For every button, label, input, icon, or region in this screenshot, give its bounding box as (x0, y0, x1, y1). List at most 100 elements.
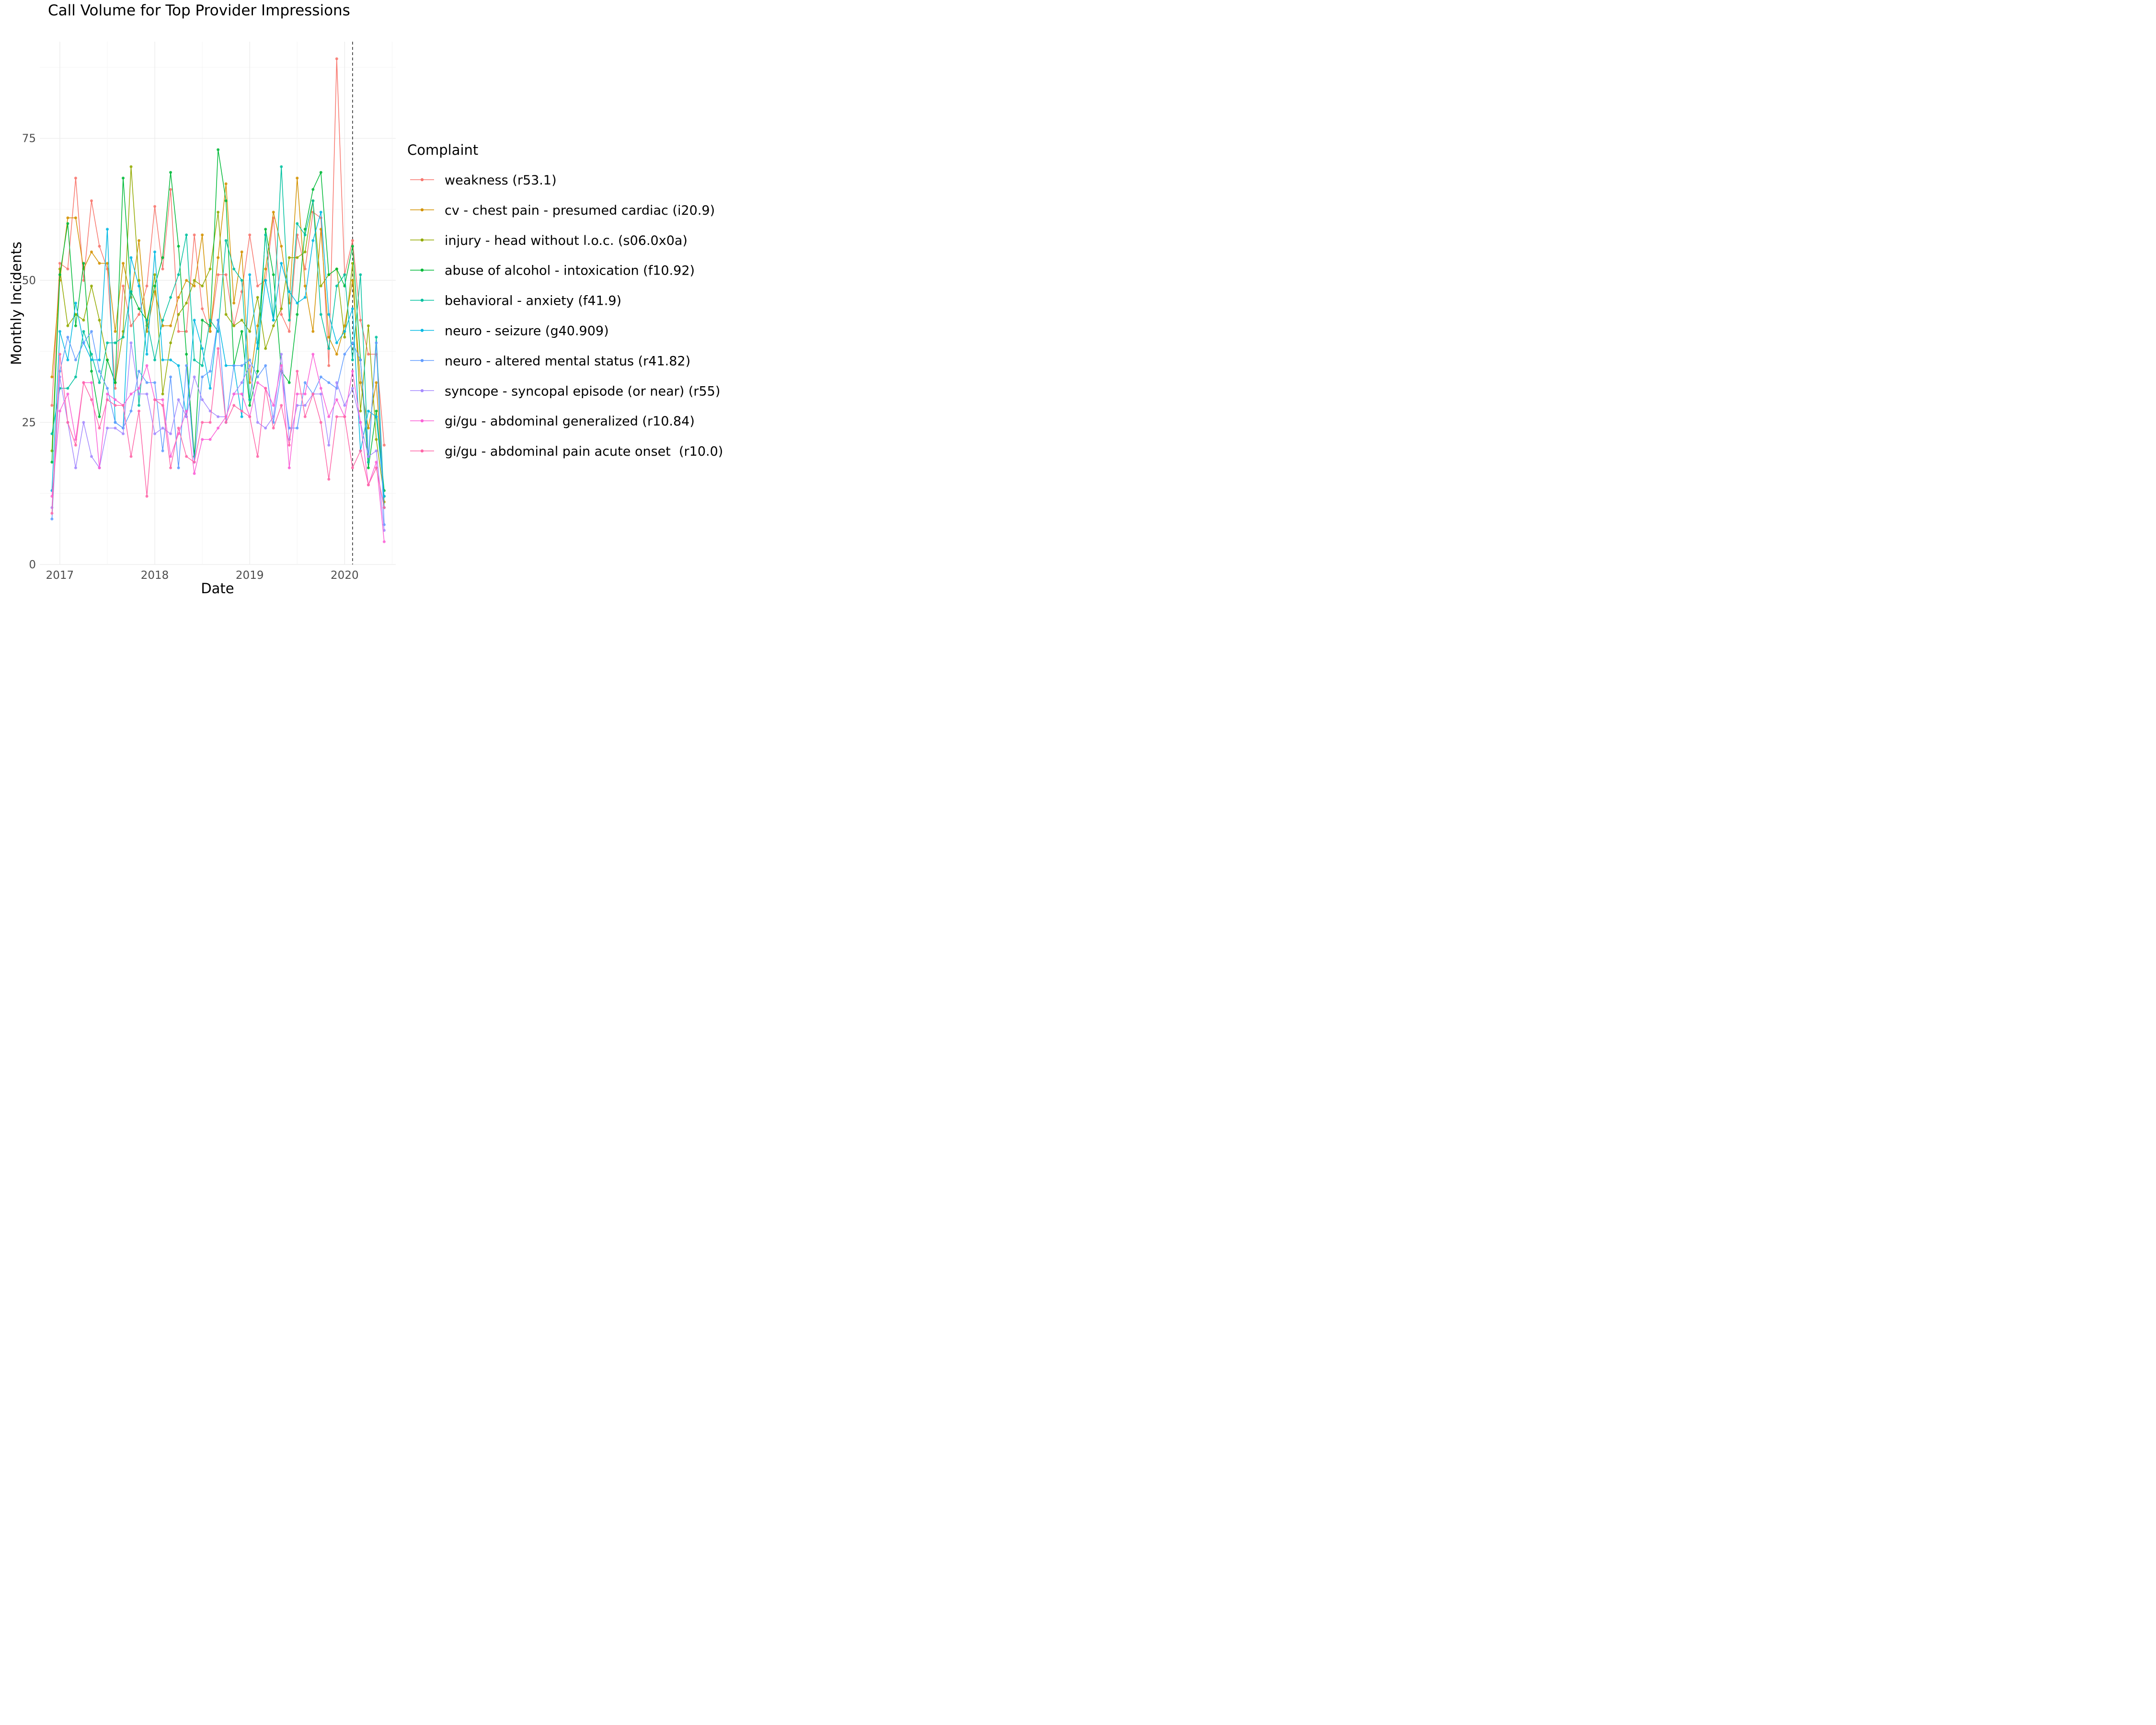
data-point (367, 353, 370, 356)
series-line (51, 348, 385, 514)
legend-label: weakness (r53.1) (445, 173, 557, 188)
x-tick-label: 2017 (46, 569, 74, 582)
data-point (272, 324, 275, 327)
data-point (161, 358, 164, 362)
data-point (272, 403, 275, 407)
data-point (264, 387, 267, 390)
data-point (193, 375, 196, 379)
data-point (311, 353, 315, 356)
data-point (58, 273, 61, 276)
data-point (58, 353, 61, 356)
series-2 (50, 176, 386, 504)
data-point (114, 330, 117, 333)
data-point (280, 364, 283, 367)
data-point (58, 262, 61, 265)
data-point (335, 284, 338, 288)
data-point (129, 409, 133, 413)
data-point (303, 381, 307, 384)
data-point (217, 347, 220, 350)
data-point (129, 455, 133, 458)
data-point (161, 449, 164, 452)
data-point (287, 466, 291, 470)
data-point (256, 381, 259, 384)
data-point (335, 353, 338, 356)
data-point (66, 335, 69, 339)
data-point (145, 319, 149, 322)
data-point (50, 518, 54, 521)
data-point (185, 409, 188, 413)
data-point (177, 273, 180, 276)
data-point (74, 216, 77, 219)
data-point (217, 319, 220, 322)
data-point (58, 409, 61, 413)
data-point (185, 330, 188, 333)
data-point (248, 273, 252, 276)
data-point (351, 262, 354, 265)
data-point (217, 415, 220, 418)
data-point (327, 478, 331, 481)
legend-key-point (420, 208, 424, 212)
data-point (287, 290, 291, 293)
data-point (335, 381, 338, 384)
x-tick-label: 2018 (141, 569, 169, 582)
data-point (161, 398, 164, 402)
data-point (375, 438, 378, 441)
legend-label: neuro - seizure (g40.909) (445, 324, 609, 339)
data-point (248, 415, 252, 418)
data-point (375, 381, 378, 384)
data-point (129, 341, 133, 345)
data-point (256, 369, 259, 373)
data-point (201, 421, 204, 424)
data-point (208, 421, 212, 424)
data-point (224, 273, 228, 276)
data-point (208, 387, 212, 390)
data-point (303, 415, 307, 418)
data-point (50, 512, 54, 515)
data-point (232, 403, 236, 407)
data-point (303, 403, 307, 407)
data-point (319, 210, 322, 214)
data-point (256, 347, 259, 350)
data-point (106, 398, 109, 402)
data-point (280, 244, 283, 248)
legend-key-point (420, 389, 424, 392)
data-point (74, 443, 77, 447)
data-point (114, 387, 117, 390)
legend-label: gi/gu - abdominal generalized (r10.84) (445, 414, 695, 429)
data-point (201, 233, 204, 237)
data-point (367, 324, 370, 327)
data-point (248, 358, 252, 362)
data-point (98, 381, 101, 384)
data-point (256, 421, 259, 424)
data-point (367, 409, 370, 413)
data-point (90, 455, 93, 458)
data-point (177, 313, 180, 316)
data-point (351, 341, 354, 345)
data-point (106, 426, 109, 430)
data-point (303, 284, 307, 288)
data-point (193, 358, 196, 362)
data-point (161, 403, 164, 407)
data-point (359, 273, 362, 276)
data-point (122, 426, 125, 430)
data-point (201, 375, 204, 379)
data-point (169, 324, 172, 327)
data-point (138, 392, 141, 396)
legend-key-point (420, 419, 424, 423)
legend-label: injury - head without l.o.c. (s06.0x0a) (445, 233, 688, 248)
data-point (296, 313, 299, 316)
data-point (90, 250, 93, 253)
legend-item: neuro - seizure (g40.909) (410, 324, 609, 339)
data-point (122, 176, 125, 180)
data-point (193, 460, 196, 464)
data-point (106, 228, 109, 231)
y-axis-ticks: 0 25 50 75 (22, 133, 36, 571)
data-point (90, 284, 93, 288)
data-point (327, 381, 331, 384)
data-point (217, 148, 220, 151)
data-point (98, 319, 101, 322)
data-point (287, 330, 291, 333)
data-point (335, 57, 338, 60)
legend-key-point (420, 359, 424, 362)
data-point (296, 176, 299, 180)
